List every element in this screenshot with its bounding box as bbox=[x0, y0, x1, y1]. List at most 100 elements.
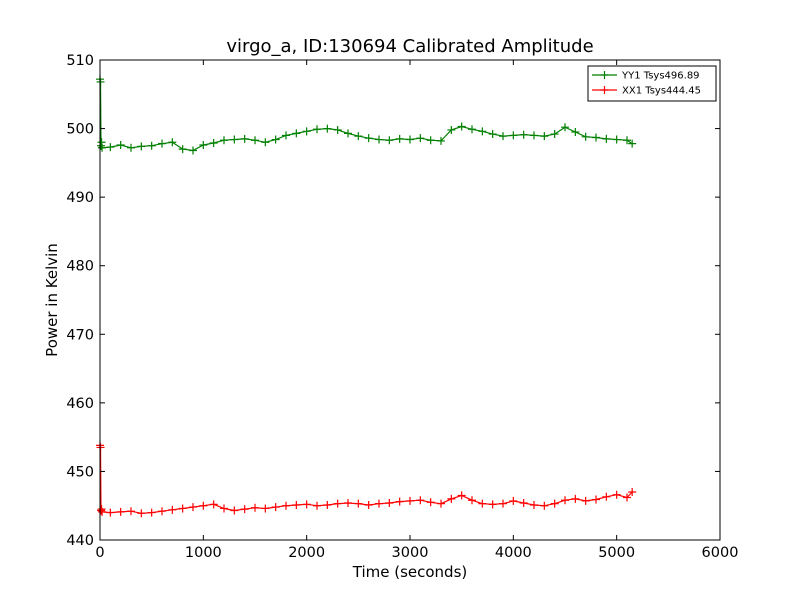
data-point bbox=[426, 498, 435, 507]
data-point bbox=[98, 143, 107, 152]
data-point bbox=[240, 505, 249, 514]
data-point bbox=[96, 443, 105, 452]
data-point bbox=[282, 131, 290, 140]
data-point bbox=[550, 499, 559, 508]
legend-label: XX1 Tsys444.45 bbox=[622, 86, 701, 97]
data-point bbox=[592, 133, 600, 142]
legend-box bbox=[587, 65, 717, 102]
data-point bbox=[344, 129, 352, 138]
y-tick-label: 480 bbox=[66, 259, 94, 275]
x-tick-label: 5000 bbox=[598, 545, 635, 561]
data-point bbox=[106, 143, 115, 152]
data-point bbox=[96, 77, 105, 86]
data-point bbox=[561, 123, 569, 132]
data-point bbox=[540, 501, 549, 510]
data-point bbox=[406, 496, 414, 505]
data-point bbox=[209, 138, 218, 147]
y-tick-label: 510 bbox=[66, 53, 94, 69]
plot-frame bbox=[99, 59, 721, 541]
x-tick-label: 1000 bbox=[185, 545, 222, 561]
y-tick-label: 440 bbox=[66, 533, 94, 549]
data-point bbox=[220, 136, 228, 145]
y-tick-label: 470 bbox=[66, 327, 94, 343]
data-point bbox=[302, 500, 311, 509]
data-point bbox=[499, 499, 507, 508]
data-point bbox=[488, 130, 497, 139]
plot-marks bbox=[96, 75, 637, 518]
data-point bbox=[354, 499, 363, 508]
data-point bbox=[509, 131, 518, 140]
data-point bbox=[499, 132, 507, 141]
series-line-0 bbox=[99, 79, 633, 152]
data-point bbox=[199, 501, 208, 510]
data-point bbox=[230, 506, 239, 515]
x-tick-label: 6000 bbox=[702, 545, 739, 561]
data-point bbox=[581, 132, 590, 141]
data-point bbox=[468, 496, 476, 505]
y-tick-label: 500 bbox=[66, 122, 94, 138]
data-point bbox=[189, 146, 197, 155]
data-point bbox=[178, 145, 187, 154]
data-point bbox=[271, 135, 280, 144]
data-point bbox=[199, 141, 208, 150]
data-point bbox=[447, 125, 456, 134]
data-point bbox=[333, 499, 342, 508]
data-point bbox=[364, 501, 373, 510]
data-point bbox=[344, 498, 352, 507]
legend: YY1 Tsys496.89 XX1 Tsys444.45 bbox=[587, 65, 717, 102]
data-point bbox=[375, 499, 383, 508]
data-point bbox=[240, 134, 249, 143]
data-point bbox=[406, 135, 414, 144]
data-point bbox=[220, 504, 228, 513]
data-point bbox=[612, 490, 621, 499]
data-point bbox=[189, 503, 197, 512]
x-tick-label: 0 bbox=[95, 545, 104, 561]
data-point bbox=[437, 499, 445, 508]
data-point bbox=[282, 501, 290, 510]
x-tick-label: 2000 bbox=[288, 545, 325, 561]
data-point bbox=[375, 135, 383, 144]
data-point bbox=[395, 497, 404, 506]
y-axis: 440 450 460 470 480 490 500 510 bbox=[66, 53, 720, 549]
data-point bbox=[323, 124, 332, 133]
data-point bbox=[602, 134, 611, 143]
data-point bbox=[571, 494, 580, 503]
data-point bbox=[581, 496, 590, 505]
data-point bbox=[313, 125, 321, 134]
data-point bbox=[437, 136, 445, 145]
data-point bbox=[333, 125, 342, 134]
data-point bbox=[127, 143, 135, 152]
x-axis: 0 1000 2000 3000 4000 5000 6000 bbox=[95, 60, 738, 561]
data-point bbox=[457, 122, 466, 131]
data-point bbox=[592, 495, 600, 504]
data-point bbox=[98, 507, 107, 516]
data-point bbox=[261, 504, 270, 513]
data-point bbox=[137, 142, 146, 151]
data-point bbox=[540, 132, 549, 141]
data-point bbox=[509, 496, 518, 505]
data-point bbox=[230, 135, 239, 144]
y-tick-label: 490 bbox=[66, 190, 94, 206]
data-point bbox=[251, 136, 259, 145]
data-point bbox=[178, 504, 187, 513]
data-point bbox=[261, 138, 270, 147]
data-point bbox=[416, 134, 425, 143]
legend-marker bbox=[600, 86, 609, 94]
legend-marker bbox=[600, 71, 609, 79]
data-point bbox=[354, 132, 363, 141]
data-point bbox=[106, 508, 115, 517]
data-point bbox=[550, 130, 559, 139]
data-point bbox=[530, 501, 538, 510]
data-point bbox=[158, 139, 166, 148]
y-axis-label: Power in Kelvin bbox=[43, 243, 61, 357]
data-point bbox=[385, 498, 394, 507]
data-point bbox=[478, 499, 487, 508]
data-point bbox=[271, 503, 280, 512]
data-point bbox=[302, 127, 311, 136]
data-point bbox=[571, 128, 580, 136]
data-point bbox=[209, 500, 218, 509]
data-point bbox=[416, 496, 425, 505]
data-point bbox=[116, 507, 125, 516]
data-point bbox=[426, 136, 435, 145]
data-point bbox=[519, 130, 528, 139]
